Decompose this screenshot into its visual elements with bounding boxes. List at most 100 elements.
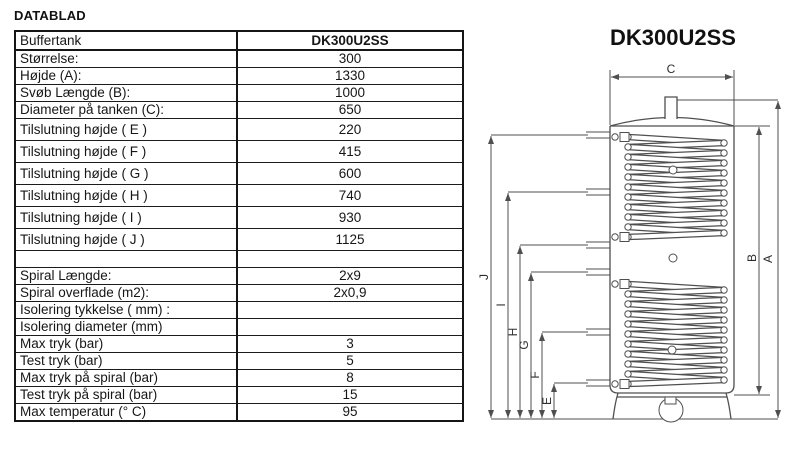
table-row: Tilslutning højde ( F ) 415 xyxy=(14,140,464,163)
dim-label-e: E xyxy=(540,397,554,405)
table-row: Spiral overflade (m2): 2x0,9 xyxy=(14,284,464,302)
table-row: Spiral Længde: 2x9 xyxy=(14,267,464,285)
spec-value-cell: 600 xyxy=(236,162,464,185)
table-row: Max temperatur (° C) 95 xyxy=(14,403,464,422)
dim-label-a: A xyxy=(761,255,775,263)
table-row: Max tryk på spiral (bar) 8 xyxy=(14,369,464,387)
coil-end xyxy=(624,183,632,191)
spec-label-cell: Spiral Længde: xyxy=(14,267,238,285)
coil-port-end xyxy=(611,380,619,388)
dim-label-h: H xyxy=(506,328,520,337)
spec-label-cell: Max tryk (bar) xyxy=(14,335,238,353)
table-row xyxy=(14,250,464,268)
table-row: Størrelse: 300 xyxy=(14,49,464,68)
spec-value-cell: 1000 xyxy=(236,84,464,102)
coil-end xyxy=(624,310,632,318)
coil-end xyxy=(624,370,632,378)
table-row: Højde (A): 1330 xyxy=(14,67,464,85)
coil-end xyxy=(720,296,728,304)
lower-coil xyxy=(611,279,728,389)
tank-outline xyxy=(609,96,735,420)
coil-port xyxy=(619,379,630,389)
coil-end xyxy=(624,290,632,298)
spec-label-cell: Isolering tykkelse ( mm) : xyxy=(14,301,238,319)
spec-value-cell: 15 xyxy=(236,386,464,404)
table-row: Isolering diameter (mm) xyxy=(14,318,464,336)
spec-value-cell xyxy=(236,250,464,268)
spec-label-cell: Buffertank xyxy=(14,30,238,51)
table-row: Diameter på tanken (C): 650 xyxy=(14,101,464,119)
coil-end xyxy=(720,229,728,237)
coil-end xyxy=(720,286,728,294)
table-header-row: Buffertank DK300U2SS xyxy=(14,30,464,51)
coil-end xyxy=(720,219,728,227)
spec-value-cell xyxy=(236,318,464,336)
coil-end xyxy=(720,159,728,167)
spec-value-cell: DK300U2SS xyxy=(236,30,464,51)
sensor-port xyxy=(668,165,678,175)
coil-port xyxy=(619,232,630,242)
table-row: Tilslutning højde ( E ) 220 xyxy=(14,118,464,141)
spec-table: Buffertank DK300U2SS Størrelse: 300 Højde… xyxy=(14,30,464,422)
sensor-port xyxy=(668,253,678,263)
spec-value-cell: 3 xyxy=(236,335,464,353)
tank-dimension-diagram: DK300U2SS C A B J I H G F E xyxy=(477,25,781,423)
spec-label-cell: Højde (A): xyxy=(14,67,238,85)
spec-value-cell: 1330 xyxy=(236,67,464,85)
spec-value-cell: 95 xyxy=(236,403,464,422)
coil-end xyxy=(624,360,632,368)
top-nozzle xyxy=(664,96,678,119)
table-row: Test tryk (bar) 5 xyxy=(14,352,464,370)
coil-end xyxy=(720,346,728,354)
spec-value-cell: 415 xyxy=(236,140,464,163)
coil-end xyxy=(720,209,728,217)
spec-value-cell: 2x0,9 xyxy=(236,284,464,302)
table-row: Tilslutning højde ( G ) 600 xyxy=(14,162,464,185)
coil-end xyxy=(720,149,728,157)
coil-end xyxy=(624,153,632,161)
spec-value-cell: 300 xyxy=(236,49,464,68)
coil-end xyxy=(720,316,728,324)
coil-end xyxy=(720,366,728,374)
coil-end xyxy=(624,223,632,231)
coil-end xyxy=(624,163,632,171)
dim-label-c: C xyxy=(667,62,676,76)
dim-label-b: B xyxy=(745,254,759,262)
spec-value-cell: 220 xyxy=(236,118,464,141)
dim-label-i: I xyxy=(494,303,508,306)
dim-label-j: J xyxy=(477,274,491,280)
tank-fittings xyxy=(658,165,684,423)
coil-end xyxy=(720,306,728,314)
coil-end xyxy=(720,376,728,384)
spec-label-cell: Isolering diameter (mm) xyxy=(14,318,238,336)
table-row: Svøb Længde (B): 1000 xyxy=(14,84,464,102)
dimension-lines xyxy=(490,70,779,420)
spec-label-cell: Tilslutning højde ( F ) xyxy=(14,140,238,163)
coil-end xyxy=(624,300,632,308)
spec-value-cell: 8 xyxy=(236,369,464,387)
spec-value-cell: 740 xyxy=(236,184,464,207)
table-row: Tilslutning højde ( J ) 1125 xyxy=(14,228,464,251)
coil-end xyxy=(624,350,632,358)
coil-end xyxy=(720,326,728,334)
coil-tube-inner xyxy=(626,231,726,239)
page-title: DATABLAD xyxy=(14,8,86,23)
table-row: Tilslutning højde ( I ) 930 xyxy=(14,206,464,229)
spec-value-cell: 1125 xyxy=(236,228,464,251)
spec-value-cell: 5 xyxy=(236,352,464,370)
spec-label-cell: Test tryk på spiral (bar) xyxy=(14,386,238,404)
spec-label-cell: Max temperatur (° C) xyxy=(14,403,238,422)
coil-end xyxy=(624,340,632,348)
coil-end xyxy=(624,193,632,201)
dimension-arrows xyxy=(488,74,781,418)
spec-label-cell: Tilslutning højde ( J ) xyxy=(14,228,238,251)
coil-end xyxy=(624,330,632,338)
spec-label-cell: Max tryk på spiral (bar) xyxy=(14,369,238,387)
table-row: Isolering tykkelse ( mm) : xyxy=(14,301,464,319)
dimension-labels: DK300U2SS C A B J I H G F E xyxy=(477,25,775,405)
coil-end xyxy=(624,173,632,181)
table-row: Tilslutning højde ( H ) 740 xyxy=(14,184,464,207)
tank-body xyxy=(609,126,735,394)
coil-end xyxy=(624,213,632,221)
spec-value-cell: 930 xyxy=(236,206,464,229)
